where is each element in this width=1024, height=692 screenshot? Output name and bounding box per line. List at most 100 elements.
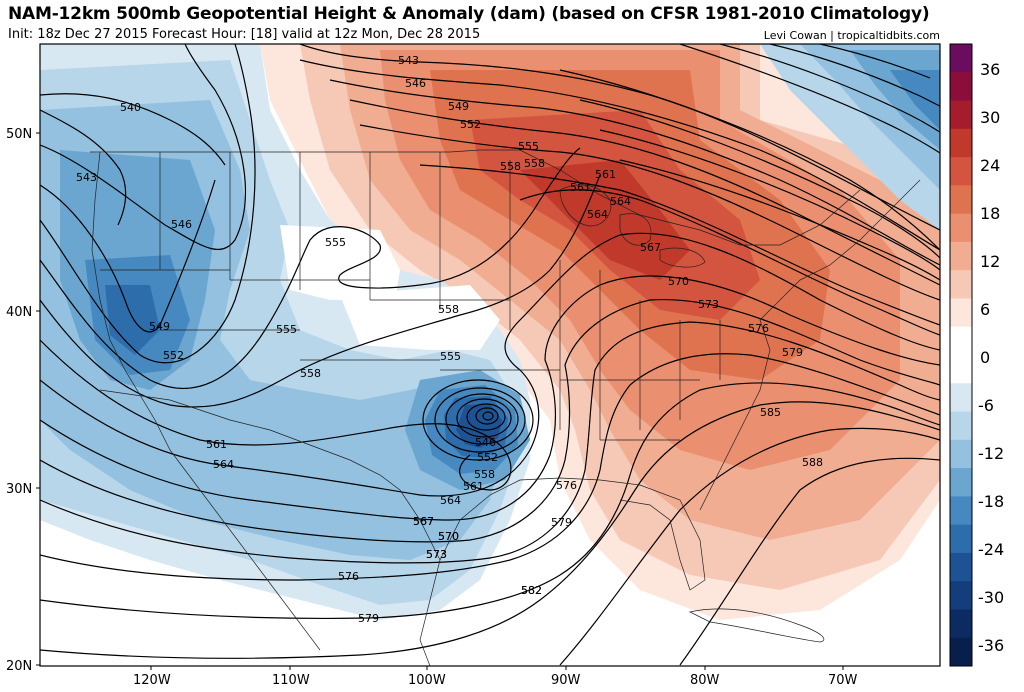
contour-label: 585: [760, 406, 781, 419]
contour-588: [679, 457, 940, 666]
lon-label-90w: 90W: [551, 673, 581, 688]
contour-label: 552: [163, 349, 184, 362]
contour-ne-2: [579, 99, 940, 259]
contour-label: 579: [358, 612, 379, 625]
contour-549: [40, 79, 940, 333]
colorbar-label: 12: [980, 252, 1000, 271]
contour-label: 567: [413, 515, 434, 528]
latitude-labels: 50N 40N 30N 20N: [6, 127, 40, 674]
contour-label: 552: [477, 451, 498, 464]
contour-label: 576: [748, 322, 769, 335]
colorbar-segment: [950, 581, 972, 610]
contour-552: [40, 44, 940, 364]
cold-anomaly-5: [105, 285, 160, 355]
contour-567: [40, 275, 940, 521]
colorbar-label: 18: [980, 204, 1000, 223]
contour-label: 573: [698, 298, 719, 311]
border-line-2: [100, 269, 560, 371]
border-us-mexico: [99, 389, 441, 561]
contour-label: 576: [556, 479, 577, 492]
lat-label-20n: 20N: [6, 659, 32, 674]
colorbar-label: 30: [980, 108, 1000, 127]
colorbar-segment: [950, 157, 972, 186]
contour-label: 567: [640, 241, 661, 254]
coast-gulf: [439, 477, 706, 591]
contour-ne-8: [819, 44, 931, 79]
contour-label: 558: [438, 303, 459, 316]
contour-label: 561: [206, 438, 227, 451]
contour-label: 549: [448, 100, 469, 113]
contour-label: 552: [460, 118, 481, 131]
colorbar-label: 0: [980, 348, 990, 367]
contour-564: [40, 232, 940, 497]
colorbar-segment: [950, 411, 972, 441]
contour-582: [40, 401, 940, 659]
low-ring-1: [422, 379, 534, 461]
contour-543: [40, 44, 940, 231]
lat-label-30n: 30N: [6, 482, 32, 497]
longitude-labels: 120W 110W 100W 90W 80W 70W: [133, 666, 858, 688]
contour-label: 558: [300, 367, 321, 380]
colorbar-segment: [950, 100, 972, 130]
colorbar-label: -36: [978, 636, 1004, 655]
low-ring-3: [445, 393, 519, 445]
anomaly-field: [40, 44, 940, 620]
colorbar: [949, 43, 973, 667]
lon-label-120w: 120W: [133, 673, 171, 688]
contour-label: 561: [463, 480, 484, 493]
contour-ne-3: [599, 129, 940, 271]
coast-pacific: [91, 151, 171, 451]
cold-anomaly-ne-4: [890, 70, 940, 130]
lat-label-40n: 40N: [6, 305, 32, 320]
contour-ne-1: [559, 69, 940, 251]
contour-label: 546: [475, 436, 496, 449]
contour-label: 564: [587, 208, 608, 221]
contour-label: 564: [213, 458, 234, 471]
contour-label: 555: [325, 236, 346, 249]
contour-label: 555: [276, 323, 297, 336]
coast-atlantic: [699, 179, 921, 511]
contour-label: 576: [338, 570, 359, 583]
colorbar-frame: [949, 43, 973, 667]
contour-label: 567: [413, 515, 434, 528]
colorbar-segment: [950, 496, 972, 526]
contour-label: 570: [438, 530, 459, 543]
contour-label: 570: [668, 275, 689, 288]
contour-ne-4: [619, 159, 940, 281]
contour-label: 573: [426, 548, 447, 561]
border-line-1: [159, 152, 511, 330]
border-canada-us: [90, 149, 861, 246]
colorbar-segment: [950, 128, 972, 158]
colorbar-segment: [950, 213, 972, 243]
lon-label-110w: 110W: [272, 673, 310, 688]
contour-570: [40, 298, 940, 543]
map-frame: [39, 43, 941, 667]
colorbar-label: 24: [980, 156, 1000, 175]
colorbar-segment: [950, 326, 972, 356]
contour-label: 564: [440, 494, 461, 507]
contour-label: 543: [76, 171, 97, 184]
colorbar-label: -30: [978, 588, 1004, 607]
lat-label-50n: 50N: [6, 127, 32, 142]
contour-label: 549: [149, 320, 170, 333]
colorbar-labels: 36 30 24 18 12 6 0 -6 -12 -18 -24 -30 -3…: [978, 60, 1004, 655]
height-contours: [40, 44, 940, 666]
colorbar-segment: [950, 44, 972, 73]
colorbar-segment: [950, 637, 972, 667]
contour-573: [40, 321, 940, 564]
political-borders: [90, 149, 921, 666]
contour-label: 588: [802, 456, 823, 469]
map-title: NAM-12km 500mb Geopotential Height & Ano…: [8, 4, 930, 24]
contour-label: 564: [610, 195, 631, 208]
low-ring-6: [475, 407, 499, 425]
low-ring-7: [482, 411, 494, 421]
low-ring-4: [456, 398, 512, 438]
great-lakes: [559, 184, 706, 268]
contour-label: 558: [500, 160, 521, 173]
contour-585: [559, 427, 940, 666]
contour-576: [40, 353, 940, 581]
contour-label: 579: [551, 516, 572, 529]
colorbar-segment: [950, 609, 972, 639]
contour-label: 555: [440, 350, 461, 363]
